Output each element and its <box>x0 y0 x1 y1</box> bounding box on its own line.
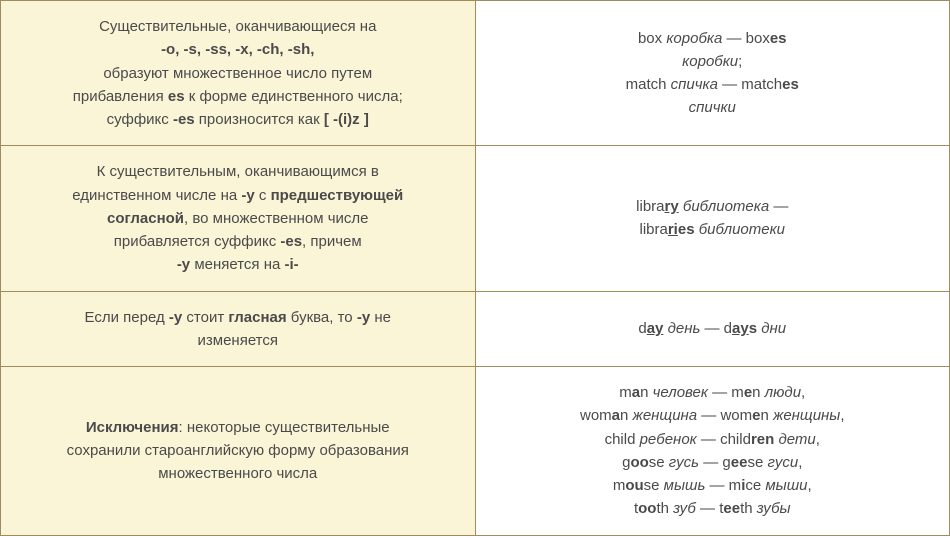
table-row: Если перед -y стоит гласная буква, то -y… <box>1 291 950 367</box>
table-row: К существительным, оканчивающимся вединс… <box>1 146 950 291</box>
rule-cell: Исключения: некоторые существительныесох… <box>1 367 476 536</box>
rule-cell: Существительные, оканчивающиеся на-o, -s… <box>1 1 476 146</box>
rule-cell: Если перед -y стоит гласная буква, то -y… <box>1 291 476 367</box>
example-cell: library библиотека —libraries библиотеки <box>475 146 950 291</box>
example-cell: box коробка — boxesкоробки;match спичка … <box>475 1 950 146</box>
example-cell: man человек — men люди,woman женщина — w… <box>475 367 950 536</box>
plural-rules-table: Существительные, оканчивающиеся на-o, -s… <box>0 0 950 536</box>
table-row: Исключения: некоторые существительныесох… <box>1 367 950 536</box>
grammar-table-wrap: Существительные, оканчивающиеся на-o, -s… <box>0 0 950 536</box>
table-row: Существительные, оканчивающиеся на-o, -s… <box>1 1 950 146</box>
rule-cell: К существительным, оканчивающимся вединс… <box>1 146 476 291</box>
example-cell: day день — days дни <box>475 291 950 367</box>
